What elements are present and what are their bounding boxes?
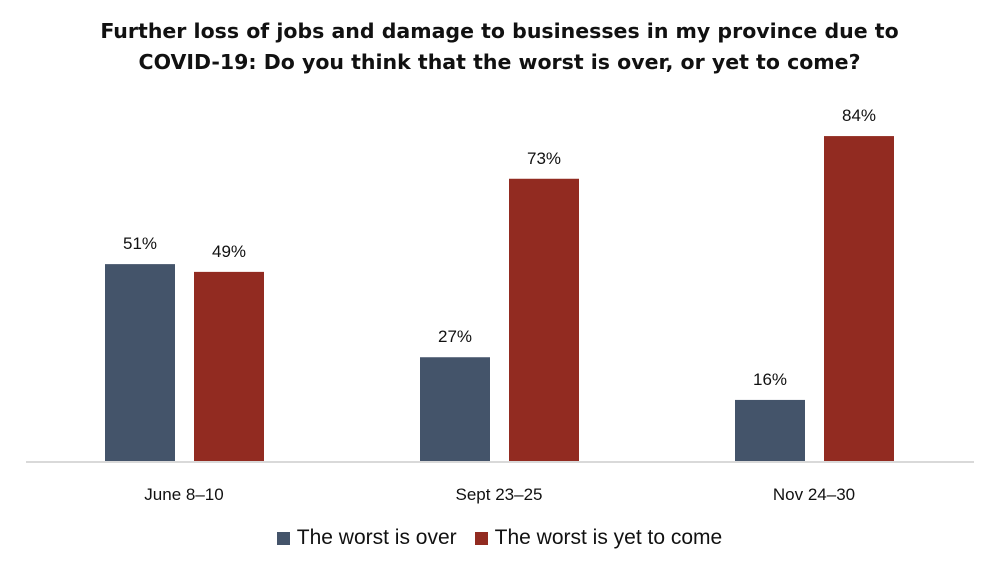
legend-item-worst-yet-to-come: The worst is yet to come: [474, 526, 723, 550]
data-label-worst-yet-to-come-1: 73%: [527, 149, 561, 168]
x-tick-label-1: Sept 23–25: [456, 485, 543, 504]
data-label-worst-is-over-1: 27%: [438, 327, 472, 346]
legend-label-worst-is-over: The worst is over: [296, 526, 457, 549]
chart-title-line-2: COVID-19: Do you think that the worst is…: [138, 50, 861, 74]
data-label-worst-is-over-0: 51%: [123, 234, 157, 253]
legend: The worst is over The worst is yet to co…: [0, 526, 999, 550]
data-label-worst-yet-to-come-0: 49%: [212, 242, 246, 261]
bar-worst-yet-to-come-2: [824, 136, 894, 462]
bars-group: [105, 136, 894, 462]
legend-item-worst-is-over: The worst is over: [276, 526, 457, 550]
bar-worst-is-over-0: [105, 264, 175, 462]
legend-label-worst-yet-to-come: The worst is yet to come: [494, 526, 723, 549]
bar-worst-yet-to-come-1: [509, 178, 579, 462]
bar-worst-is-over-1: [420, 357, 490, 462]
chart-title-line-1: Further loss of jobs and damage to busin…: [100, 19, 899, 43]
chart-title: Further loss of jobs and damage to busin…: [0, 16, 999, 78]
labels-group: 51% 49% June 8–10 27% 73% Sept 23–25 16% 84% Nov…: [123, 106, 876, 504]
legend-swatch-worst-yet-to-come: [474, 531, 488, 545]
bar-worst-yet-to-come-0: [194, 271, 264, 462]
data-label-worst-yet-to-come-2: 84%: [842, 106, 876, 125]
data-label-worst-is-over-2: 16%: [753, 370, 787, 389]
x-tick-label-2: Nov 24–30: [773, 485, 855, 504]
bar-worst-is-over-2: [735, 399, 805, 462]
x-tick-label-0: June 8–10: [144, 485, 223, 504]
legend-swatch-worst-is-over: [276, 531, 290, 545]
